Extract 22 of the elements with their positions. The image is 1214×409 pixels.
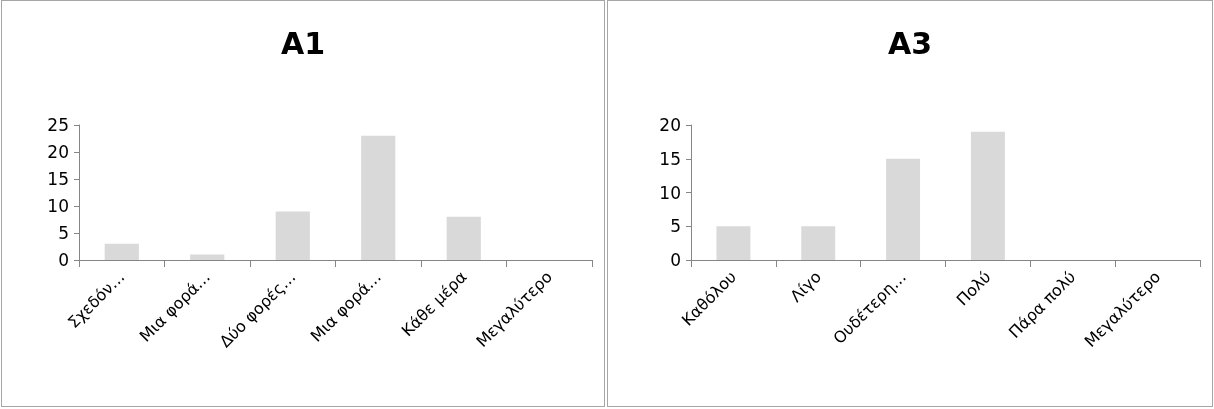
y-tick-label: 25 (47, 115, 69, 135)
bar (801, 226, 836, 260)
y-tick-label: 10 (47, 196, 69, 216)
y-tick-label: 10 (659, 182, 681, 203)
bar (190, 254, 225, 260)
y-tick-label: 5 (670, 216, 681, 237)
bar (886, 158, 921, 260)
y-tick-label: 5 (58, 223, 69, 243)
bar (970, 131, 1005, 260)
y-tick-label: 15 (659, 148, 681, 169)
bar (361, 135, 396, 260)
bar (716, 226, 751, 260)
y-tick-label: 20 (47, 142, 69, 162)
y-tick-label: 15 (47, 169, 69, 189)
y-tick-label: 0 (670, 250, 681, 270)
chart-title: A1 (280, 25, 326, 61)
bar (104, 243, 139, 260)
bar (275, 211, 310, 260)
y-tick-label: 20 (659, 115, 681, 135)
chart-title: A3 (887, 25, 933, 61)
bar (446, 216, 481, 260)
y-tick-label: 0 (58, 250, 69, 270)
